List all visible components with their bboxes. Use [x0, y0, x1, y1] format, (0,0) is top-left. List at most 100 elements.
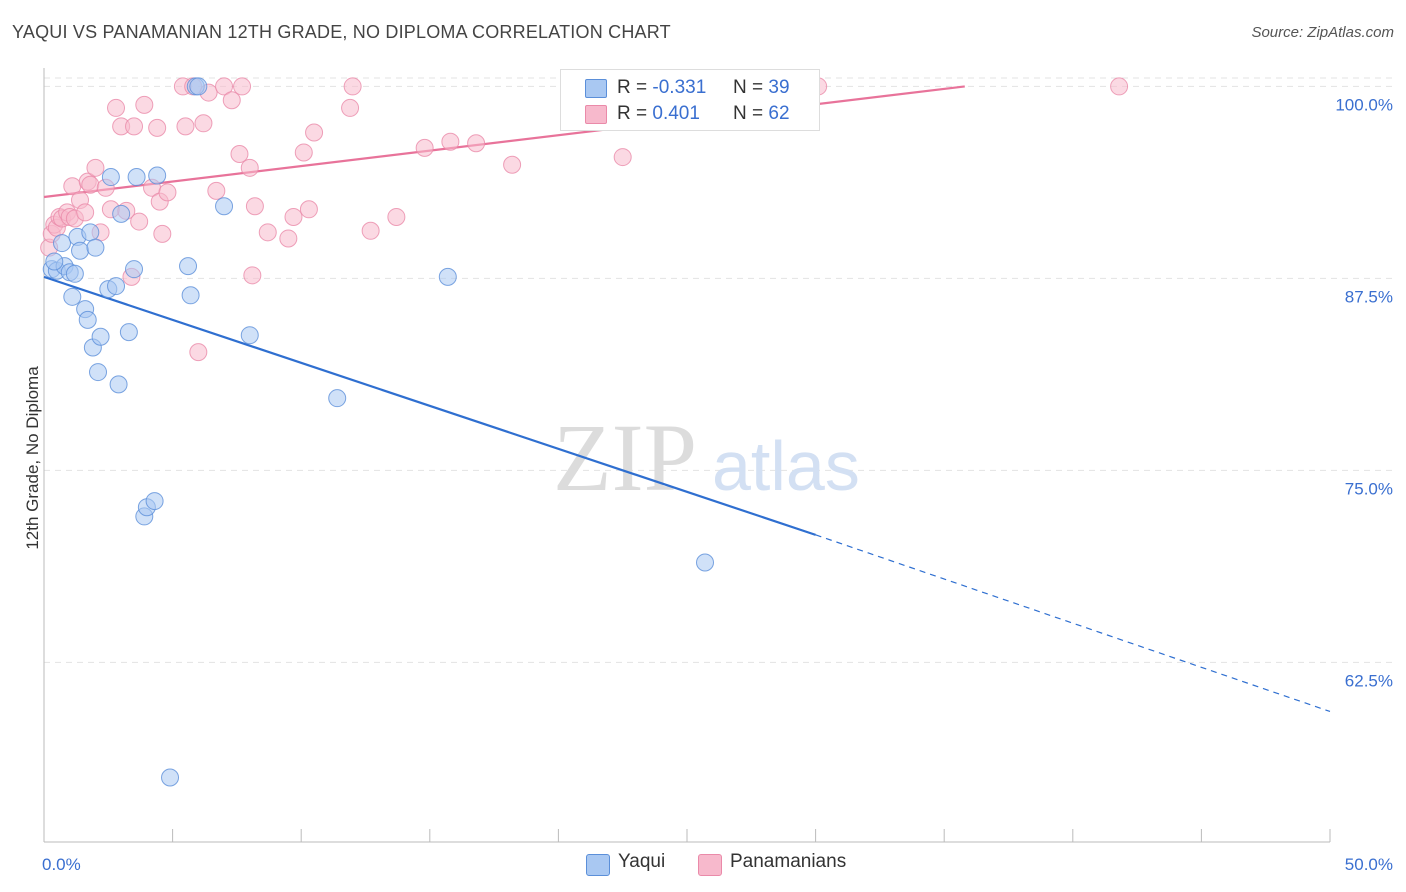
- panamanian-point: [258, 223, 277, 242]
- panamanian-point: [361, 221, 380, 240]
- panamanian-point: [341, 98, 360, 117]
- panamanian-point: [467, 134, 486, 153]
- x-tick-label: 50.0%: [1345, 855, 1393, 874]
- legend-r-label: R =: [617, 77, 648, 98]
- panamanian-point: [135, 95, 154, 114]
- panamanian-point: [284, 207, 303, 226]
- yaqui-point: [240, 326, 259, 345]
- yaqui-point: [53, 234, 72, 253]
- yaqui-point: [71, 241, 90, 260]
- yaqui-point: [65, 264, 84, 283]
- yaqui-point: [89, 363, 108, 382]
- panamanian-trend-line: [43, 85, 965, 199]
- legend-row-yaqui: R = -0.331 N = 39: [561, 75, 819, 101]
- yaqui-point: [189, 77, 208, 96]
- yaqui-point: [179, 257, 198, 276]
- yaqui-point: [215, 197, 234, 216]
- yaqui-point: [181, 286, 200, 305]
- watermark-zip: ZIP: [553, 404, 697, 511]
- yaqui-point: [696, 553, 715, 572]
- panamanian-point: [299, 200, 318, 219]
- panamanian-point: [215, 77, 234, 96]
- panamanian-point: [76, 203, 95, 222]
- panamanian-point: [207, 181, 226, 200]
- panamanian-point: [240, 158, 259, 177]
- yaqui-point: [91, 327, 110, 346]
- panamanian-point: [441, 132, 460, 151]
- bottom-legend-swatch-panamanians: [698, 854, 722, 876]
- y-axis-label: 12th Grade, No Diploma: [23, 366, 42, 550]
- panamanian-point: [233, 77, 252, 96]
- yaqui-point: [109, 375, 128, 394]
- legend: R = -0.331 N = 39 R = 0.401 N = 62: [560, 69, 820, 131]
- panamanian-point: [1110, 77, 1129, 96]
- legend-n-value-panamanians: 62: [768, 103, 790, 124]
- chart-title: YAQUI VS PANAMANIAN 12TH GRADE, NO DIPLO…: [12, 22, 671, 42]
- yaqui-point: [78, 310, 97, 329]
- yaqui-point: [45, 252, 64, 271]
- panamanian-point: [343, 77, 362, 96]
- source-label: Source: ZipAtlas.com: [1251, 24, 1394, 41]
- y-tick-label: 62.5%: [1345, 671, 1393, 690]
- y-tick-label: 100.0%: [1335, 95, 1393, 114]
- yaqui-point: [101, 168, 120, 187]
- yaqui-point: [145, 492, 164, 511]
- yaqui-trend-line: [43, 275, 816, 536]
- yaqui-point: [81, 223, 100, 242]
- legend-n-label: N =: [733, 77, 764, 98]
- legend-n-label: N =: [733, 103, 764, 124]
- watermark-atlas: atlas: [712, 427, 860, 505]
- point-layer: [40, 77, 1129, 787]
- yaqui-point: [328, 389, 347, 408]
- panamanian-point: [189, 343, 208, 362]
- yaqui-trend-extension: [815, 534, 1331, 713]
- bottom-legend-swatch-yaqui: [586, 854, 610, 876]
- legend-r-label: R =: [617, 103, 648, 124]
- panamanian-point: [415, 138, 434, 157]
- watermark: ZIP atlas: [553, 404, 860, 511]
- bottom-legend-label-panamanians: Panamanians: [730, 851, 847, 872]
- legend-row-panamanians: R = 0.401 N = 62: [561, 101, 819, 127]
- yaqui-point: [112, 204, 131, 223]
- panamanian-point: [107, 98, 126, 117]
- legend-swatch-yaqui: [585, 79, 607, 98]
- yaqui-point: [161, 768, 180, 787]
- x-tick-label: 0.0%: [42, 855, 81, 874]
- panamanian-point: [387, 207, 406, 226]
- legend-r-value-panamanians: 0.401: [652, 103, 700, 124]
- y-tick-label: 75.0%: [1345, 479, 1393, 498]
- panamanian-point: [176, 117, 195, 136]
- panamanian-point: [125, 117, 144, 136]
- panamanian-point: [613, 148, 632, 167]
- yaqui-point: [119, 323, 138, 342]
- bottom-legend-label-yaqui: Yaqui: [618, 851, 666, 872]
- yaqui-point: [107, 277, 126, 296]
- legend-r-value-yaqui: -0.331: [652, 77, 707, 98]
- panamanian-point: [245, 197, 264, 216]
- panamanian-point: [243, 266, 262, 285]
- yaqui-point: [438, 267, 457, 286]
- yaqui-point: [125, 260, 144, 279]
- panamanian-point: [222, 91, 241, 110]
- panamanian-point: [153, 224, 172, 243]
- y-tick-label: 87.5%: [1345, 287, 1393, 306]
- legend-swatch-panamanians: [585, 105, 607, 124]
- panamanian-point: [194, 114, 213, 133]
- panamanian-point: [294, 143, 313, 162]
- yaqui-point: [86, 238, 105, 257]
- panamanian-point: [148, 118, 167, 137]
- panamanian-point: [503, 155, 522, 174]
- panamanian-point: [230, 145, 249, 163]
- legend-n-value-yaqui: 39: [768, 77, 790, 98]
- panamanian-point: [158, 183, 177, 202]
- axis-layer: 100.0% 87.5% 75.0% 62.5% 0.0% 50.0%: [42, 68, 1393, 874]
- panamanian-point: [86, 158, 105, 177]
- yaqui-point: [127, 168, 146, 187]
- trend-layer: [43, 85, 1331, 713]
- panamanian-point: [279, 229, 298, 248]
- yaqui-point: [148, 166, 167, 185]
- panamanian-point: [81, 175, 100, 194]
- panamanian-point: [130, 212, 149, 231]
- panamanian-point: [305, 123, 324, 142]
